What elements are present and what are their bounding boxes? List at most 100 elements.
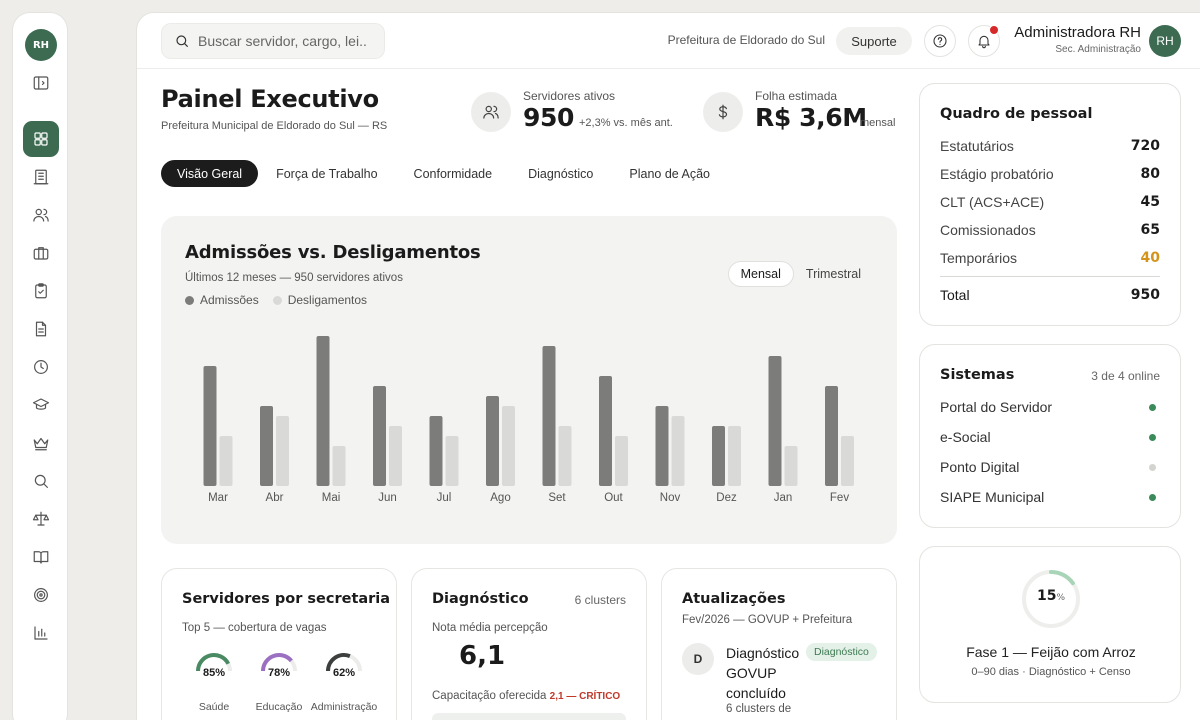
bar-desligamentos-abr[interactable]	[276, 416, 289, 486]
gauge-name: Administração	[310, 701, 378, 713]
capacity-row: Capacitação oferecida 2,1 — CRÍTICO	[432, 690, 620, 702]
bar-admissoes-ago[interactable]	[486, 396, 499, 486]
scale-icon[interactable]	[25, 503, 57, 535]
help-icon	[933, 34, 947, 48]
bar-admissoes-out[interactable]	[599, 376, 612, 486]
bar-admissoes-jan[interactable]	[768, 356, 782, 486]
tab-forca-de-trabalho[interactable]: Força de Trabalho	[258, 160, 395, 187]
update-title[interactable]: Diagnóstico GOVUP concluído	[726, 645, 800, 701]
bar-admissoes-mai[interactable]	[316, 336, 330, 486]
x-tick-label: Ago	[490, 492, 510, 504]
atualizacoes-title: Atualizações	[682, 591, 786, 607]
update-badge: Diagnóstico	[806, 643, 877, 661]
bar-admissoes-mar[interactable]	[203, 366, 217, 486]
gauge-arc	[196, 653, 232, 672]
staff-row-estatutarios: Estatutários 720	[940, 138, 1160, 154]
bar-desligamentos-mar[interactable]	[219, 436, 233, 486]
bar-desligamentos-ago[interactable]	[502, 406, 515, 486]
quadro-card: Quadro de pessoal Estatutários 720 Estági…	[919, 83, 1181, 326]
page-title: Painel Executivo	[161, 85, 379, 113]
x-tick-label: Jan	[774, 492, 793, 504]
search-icon[interactable]	[25, 465, 57, 497]
system-row-siape[interactable]: SIAPE Municipal	[940, 489, 1160, 505]
system-row-portal[interactable]: Portal do Servidor	[940, 399, 1160, 415]
x-tick-label: Nov	[660, 492, 681, 504]
user-name[interactable]: Administradora RH	[1014, 24, 1141, 41]
bar-admissoes-set[interactable]	[542, 346, 556, 486]
toggle-mensal[interactable]: Mensal	[727, 261, 794, 287]
support-button[interactable]: Suporte	[836, 27, 912, 55]
book-icon[interactable]	[25, 541, 57, 573]
x-tick-label: Set	[548, 492, 566, 504]
bar-desligamentos-nov[interactable]	[671, 416, 685, 486]
notifications-button[interactable]	[968, 25, 1000, 57]
building-icon[interactable]	[25, 161, 57, 193]
staff-divider	[940, 276, 1160, 277]
left-rail: RH	[12, 12, 68, 720]
gauge-arc	[261, 653, 297, 672]
phase-percent: 15%	[1036, 588, 1066, 604]
x-tick-label: Fev	[830, 492, 849, 504]
bar-desligamentos-jul[interactable]	[445, 436, 459, 486]
secretaria-card: Servidores por secretaria Top 5 — cobert…	[161, 568, 397, 720]
bar-admissoes-dez[interactable]	[712, 426, 725, 486]
toggle-trimestral[interactable]: Trimestral	[794, 261, 873, 287]
user-avatar[interactable]: RH	[1149, 25, 1181, 57]
search-input[interactable]	[198, 33, 368, 49]
bar-desligamentos-dez[interactable]	[728, 426, 741, 486]
bar-admissoes-abr[interactable]	[260, 406, 273, 486]
bar-desligamentos-jan[interactable]	[784, 446, 798, 486]
users-icon[interactable]	[25, 199, 57, 231]
gauge-name: Saúde	[198, 701, 230, 713]
crown-icon[interactable]	[25, 427, 57, 459]
target-icon[interactable]	[25, 579, 57, 611]
top-bar: Prefeitura de Eldorado do Sul Suporte Ad…	[137, 13, 1200, 69]
municipality-label: Prefeitura de Eldorado do Sul	[667, 33, 825, 47]
notification-dot	[989, 25, 999, 35]
gauge-percent: 85%	[202, 667, 226, 679]
bar-desligamentos-fev[interactable]	[841, 436, 854, 486]
system-row-esocial[interactable]: e-Social	[940, 429, 1160, 445]
diagnostico-title: Diagnóstico	[432, 591, 529, 607]
help-button[interactable]	[924, 25, 956, 57]
bar-admissoes-nov[interactable]	[655, 406, 669, 486]
bar-desligamentos-jun[interactable]	[389, 426, 402, 486]
tab-diagnostico[interactable]: Diagnóstico	[510, 160, 611, 187]
update-desc: 6 clusters de	[726, 703, 792, 715]
bar-desligamentos-out[interactable]	[615, 436, 628, 486]
chart-title: Admissões vs. Desligamentos	[185, 242, 481, 263]
graduation-cap-icon[interactable]	[25, 389, 57, 421]
status-dot	[1149, 433, 1156, 441]
staff-row-estagio: Estágio probatório 80	[940, 166, 1160, 182]
legend-item-desligamentos: Desligamentos	[272, 293, 367, 307]
quadro-title: Quadro de pessoal	[940, 106, 1093, 122]
search-box[interactable]	[161, 23, 385, 59]
system-row-ponto[interactable]: Ponto Digital	[940, 459, 1160, 475]
status-dot	[1149, 403, 1156, 411]
tab-conformidade[interactable]: Conformidade	[396, 160, 511, 187]
page-subtitle: Prefeitura Municipal de Eldorado do Sul …	[161, 120, 388, 132]
bar-admissoes-jul[interactable]	[429, 416, 443, 486]
bar-admissoes-fev[interactable]	[825, 386, 838, 486]
users-icon	[471, 92, 511, 132]
rail-avatar[interactable]: RH	[25, 29, 57, 61]
x-tick-label: Mar	[208, 492, 228, 504]
capacity-label: Capacitação oferecida	[432, 690, 547, 702]
bar-desligamentos-mai[interactable]	[332, 446, 346, 486]
sidebar-toggle-icon[interactable]	[25, 67, 57, 99]
kpi-active-value: 950	[523, 103, 574, 132]
bar-chart-icon[interactable]	[25, 617, 57, 649]
kpi-active-note: +2,3% vs. mês ant.	[579, 117, 673, 129]
clock-icon[interactable]	[25, 351, 57, 383]
briefcase-icon[interactable]	[25, 237, 57, 269]
bar-admissoes-jun[interactable]	[373, 386, 386, 486]
bell-icon	[978, 35, 990, 49]
clipboard-check-icon[interactable]	[25, 275, 57, 307]
tab-visao-geral[interactable]: Visão Geral	[161, 160, 259, 187]
document-icon[interactable]	[25, 313, 57, 345]
diagnostico-card: Diagnóstico 6 clusters Nota média percep…	[411, 568, 647, 720]
dashboard-icon[interactable]	[23, 121, 59, 157]
tab-plano-de-acao[interactable]: Plano de Ação	[611, 160, 728, 187]
gauge-arc	[326, 653, 362, 672]
bar-desligamentos-set[interactable]	[558, 426, 572, 486]
